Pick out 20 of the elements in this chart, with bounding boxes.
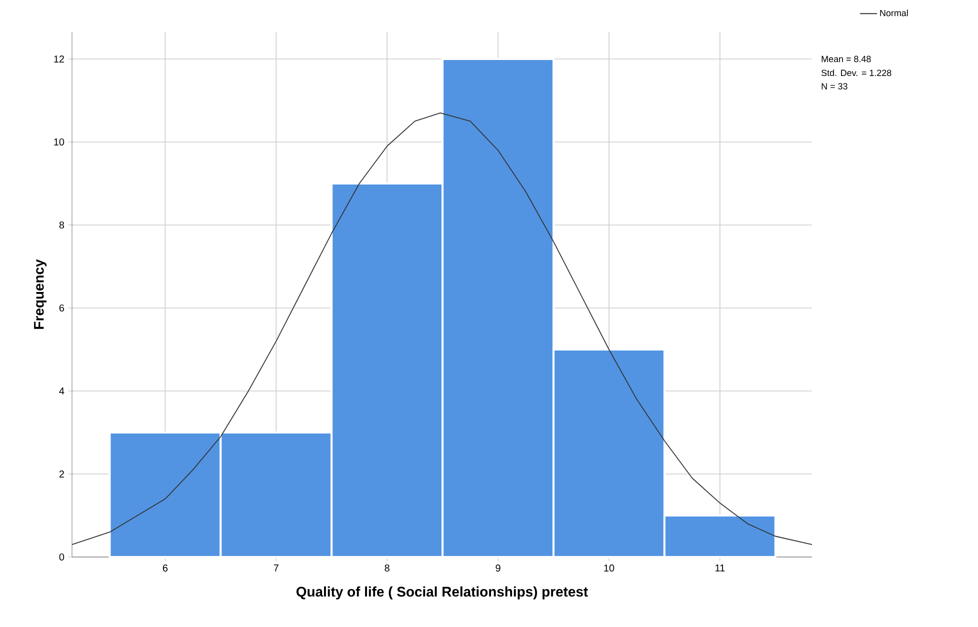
y-tick-label: 8 bbox=[59, 221, 64, 229]
y-tick-label: 12 bbox=[54, 55, 64, 62]
y-tick-label: 6 bbox=[59, 304, 64, 312]
x-tick-label: 9 bbox=[496, 564, 500, 572]
x-tick-label: 11 bbox=[716, 564, 725, 572]
legend-label: Normal bbox=[880, 10, 908, 16]
y-tick-label: 2 bbox=[59, 470, 64, 478]
line-series bbox=[72, 112, 812, 545]
x-axis-title: Quality of life ( Social Relationships) pretest bbox=[296, 586, 588, 600]
x-tick-label: 6 bbox=[162, 564, 168, 572]
x-tick-label: 7 bbox=[274, 564, 278, 572]
x-tick-label: 8 bbox=[384, 564, 390, 572]
text: Std. Dev. = 1.228 bbox=[821, 69, 892, 76]
y-axis-title: Frequency bbox=[34, 259, 47, 329]
y-tick-label: 10 bbox=[54, 138, 64, 146]
text: N = 33 bbox=[822, 83, 848, 90]
text: Mean = 8.48 bbox=[822, 56, 871, 62]
y-tick-label: 4 bbox=[59, 388, 64, 394]
y-tick-label: 0 bbox=[59, 553, 64, 561]
x-tick-label: 10 bbox=[604, 564, 614, 572]
